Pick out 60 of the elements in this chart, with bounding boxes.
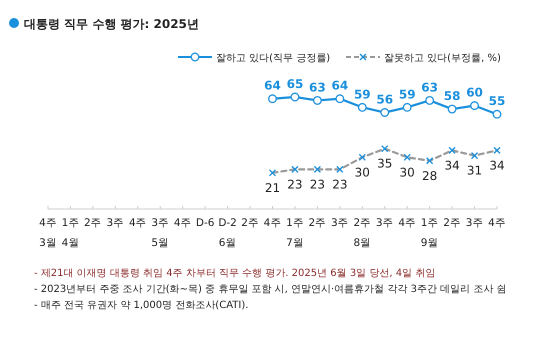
x-tick-label: 2주 8월 <box>353 217 372 249</box>
data-label: 30 <box>400 165 415 180</box>
data-label: 64 <box>264 78 281 93</box>
x-tick-label: 2주 <box>308 217 326 229</box>
point <box>335 94 344 104</box>
x-tick-label: D-2 6월 <box>218 217 237 249</box>
x-tick-label: 3주 5월 <box>151 217 170 249</box>
data-label: 63 <box>421 80 438 94</box>
data-label: 60 <box>466 86 483 100</box>
data-label: 59 <box>354 87 371 102</box>
x-tick-label: 1주 7월 <box>286 217 304 249</box>
legend-label: 잘못하고 있다(부정률, %) <box>384 53 501 64</box>
point <box>380 108 390 117</box>
data-label: 30 <box>354 165 370 180</box>
data-label: 23 <box>287 177 303 192</box>
data-label: 28 <box>422 168 438 183</box>
x-tick-label: 4주 3월 <box>39 217 57 249</box>
x-tick-label: 3주 <box>106 217 124 229</box>
text: - 매주 전국 유권자 약 1,000명 전화조사(CATI). <box>34 300 248 311</box>
data-label: 23 <box>310 177 326 192</box>
data-label: 65 <box>286 77 304 91</box>
x-tick-label: 3주 <box>331 217 349 229</box>
point <box>470 101 479 110</box>
data-label: 58 <box>444 89 460 104</box>
x-tick-label: 1주 4월 <box>62 217 80 249</box>
point <box>492 110 502 119</box>
point <box>312 96 322 105</box>
point <box>290 92 300 102</box>
point <box>425 96 434 105</box>
x-tick-label: 4주 <box>174 217 192 229</box>
text: - 2023년부터 주중 조사 기간(화~목) 중 휴무일 포함 시, 연말연시·여름휴가철 각각 3주간 데일리 조사 쉼 <box>34 284 506 295</box>
point <box>358 102 367 112</box>
data-label: 35 <box>377 156 392 171</box>
point <box>268 94 277 104</box>
x-tick-label: 3주 <box>376 217 394 229</box>
x-tick-label: 1주 9월 <box>420 217 438 249</box>
x-tick-label: 4주 <box>264 217 282 229</box>
text: - 제21대 이재명 대통령 취임 4주 차부터 직무 수행 평가. 2025년 6월 3일 당선, 4일 취임 <box>34 268 436 279</box>
data-label: 56 <box>376 92 394 107</box>
data-label: 63 <box>309 80 326 94</box>
x-tick-label: 2주 <box>443 217 461 229</box>
x-tick-label: D-6 <box>196 217 215 229</box>
x-tick-label: 4주 <box>488 217 506 229</box>
chart-title: 대통령 직무 수행 평가: 2025년 <box>24 17 199 31</box>
x-tick-label: 4주 <box>128 217 147 229</box>
x-tick-label: 3주 <box>466 217 484 229</box>
point <box>402 102 412 112</box>
x-tick-label: 4주 <box>398 217 416 229</box>
data-label: 64 <box>332 78 348 93</box>
x-tick-label: 2주 <box>84 217 102 229</box>
data-label: 55 <box>488 94 506 108</box>
point <box>448 104 457 114</box>
x-tick-label: 2주 <box>241 217 259 229</box>
data-label: 31 <box>466 164 482 178</box>
data-label: 23 <box>332 177 348 192</box>
data-label: 34 <box>444 158 460 172</box>
legend-label: 잘하고 있다(직무 긍정률) <box>216 53 330 64</box>
data-label: 59 <box>398 87 416 102</box>
data-label: 34 <box>489 158 505 172</box>
data-label: 21 <box>264 180 280 195</box>
